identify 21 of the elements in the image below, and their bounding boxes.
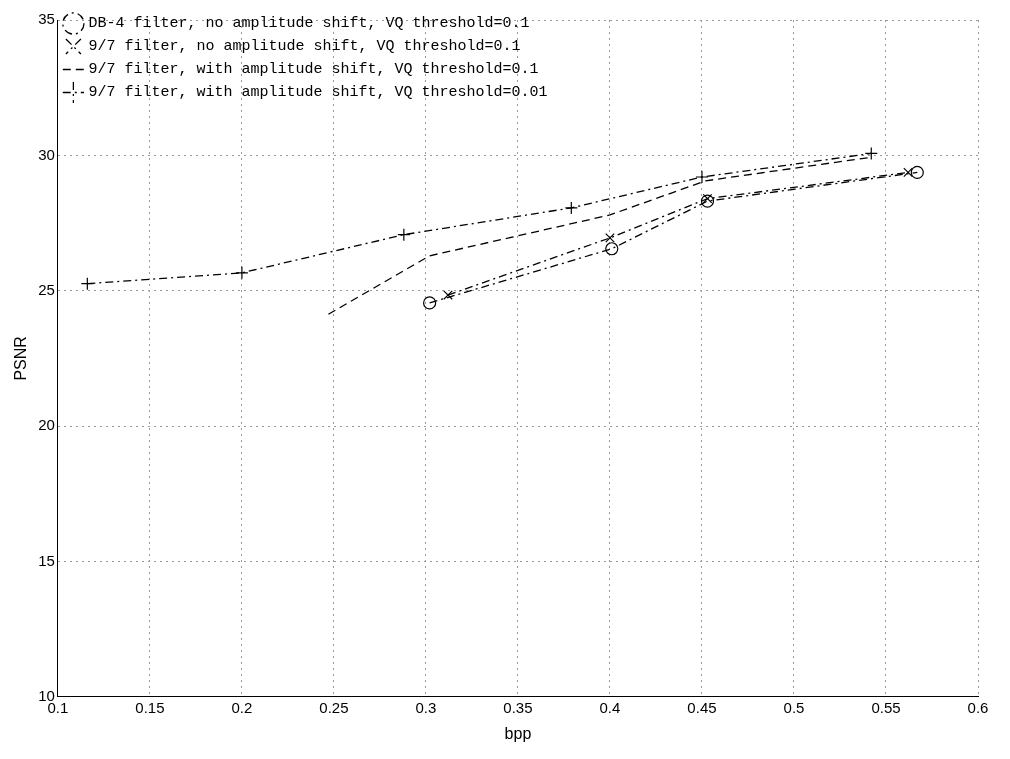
y-tick-label: 15 bbox=[38, 551, 55, 569]
x-axis-title: bpp bbox=[504, 724, 532, 742]
legend-label: 9/7 filter, with amplitude shift, VQ threshold=0.1 bbox=[88, 61, 539, 79]
x-tick-label: 0.4 bbox=[599, 698, 621, 716]
x-tick-label: 0.5 bbox=[783, 698, 805, 716]
y-tick-label: 30 bbox=[38, 145, 55, 163]
legend-label: DB-4 filter, no amplitude shift, VQ threshold=0.1 bbox=[88, 15, 530, 33]
x-tick-label: 0.6 bbox=[967, 698, 989, 716]
x-tick-label: 0.55 bbox=[871, 698, 901, 716]
x-tick-label: 0.45 bbox=[687, 698, 717, 716]
y-tick-label: 20 bbox=[38, 416, 55, 434]
x-tick-label: 0.25 bbox=[319, 698, 349, 716]
y-tick-label: 25 bbox=[38, 280, 55, 298]
y-tick-label: 35 bbox=[38, 10, 55, 28]
x-tick-label: 0.15 bbox=[135, 698, 165, 716]
y-axis-title: PSNR bbox=[12, 336, 30, 381]
legend-label: 9/7 filter, no amplitude shift, VQ threshold=0.1 bbox=[88, 38, 521, 56]
legend-label: 9/7 filter, with amplitude shift, VQ threshold=0.01 bbox=[88, 84, 548, 102]
x-tick-label: 0.2 bbox=[231, 698, 253, 716]
x-tick-label: 0.3 bbox=[415, 698, 437, 716]
x-tick-label: 0.35 bbox=[503, 698, 533, 716]
